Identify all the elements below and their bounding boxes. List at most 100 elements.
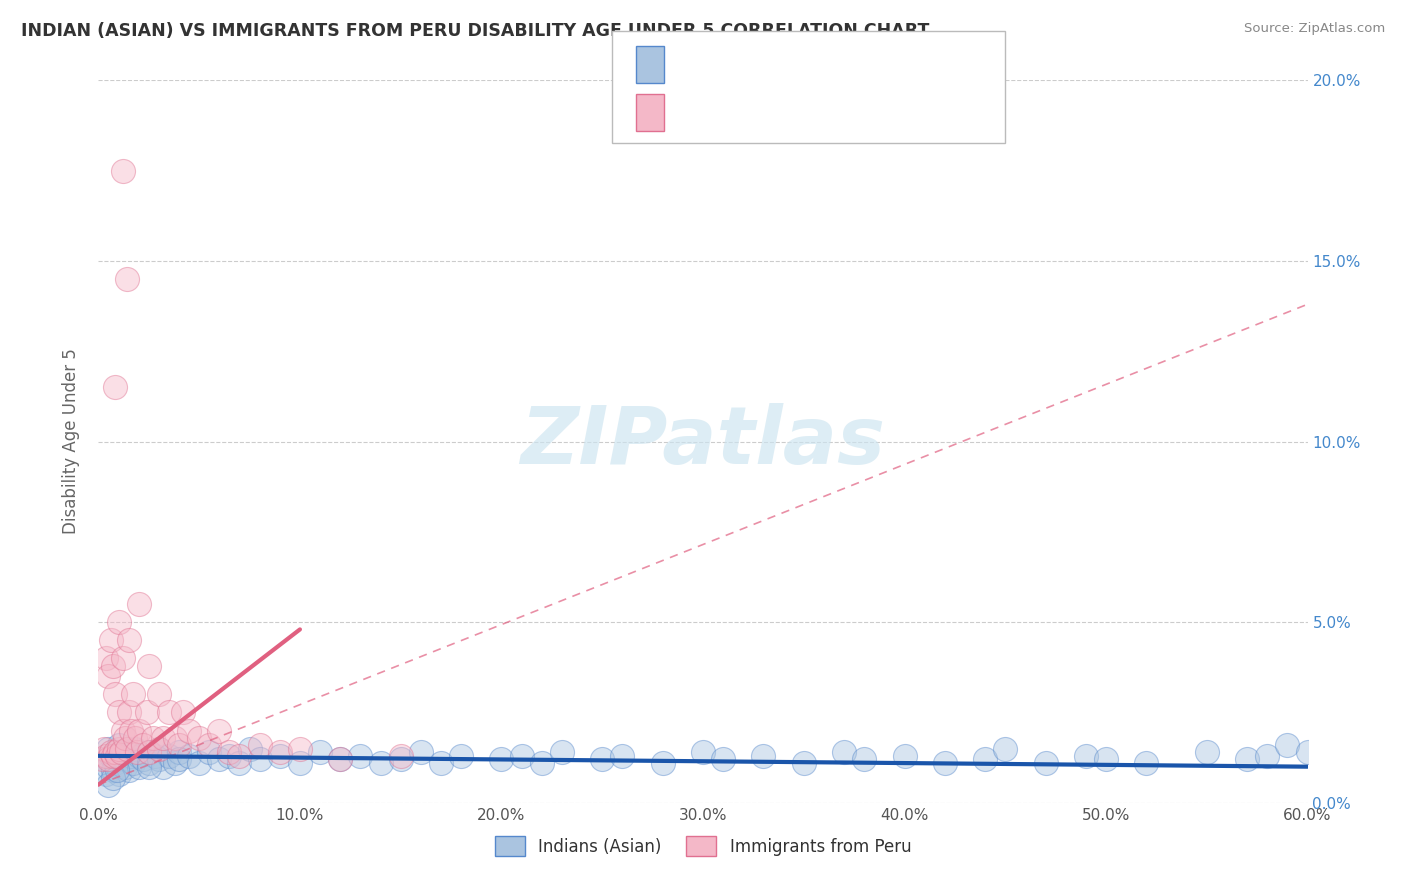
Point [1035,756,1057,770]
Point [249,752,271,766]
Point [510,748,533,763]
Point [100,745,122,759]
Point [100,633,122,648]
Point [208,752,231,766]
Point [239,741,262,756]
Point [188,731,211,745]
Text: ZIPatlas: ZIPatlas [520,402,886,481]
Point [389,752,412,766]
Point [105,745,128,759]
Point [107,767,129,781]
Point [100,748,122,763]
Point [288,756,311,770]
Point [157,706,180,720]
Point [832,745,855,759]
Point [1074,748,1097,763]
Point [107,752,129,766]
Point [349,748,371,763]
Point [96,767,118,781]
Point [450,748,472,763]
Point [111,748,134,763]
Text: -0.080: -0.080 [720,55,780,73]
Point [389,748,412,763]
Point [612,748,634,763]
Point [198,745,221,759]
Text: INDIAN (ASIAN) VS IMMIGRANTS FROM PERU DISABILITY AGE UNDER 5 CORRELATION CHART: INDIAN (ASIAN) VS IMMIGRANTS FROM PERU D… [21,22,929,40]
Point [111,723,134,738]
Point [107,615,129,630]
Point [148,741,170,756]
Point [138,760,160,774]
Point [409,745,432,759]
Text: N =: N = [797,55,858,73]
Point [97,778,120,792]
Point [148,752,170,766]
Legend: Indians (Asian), Immigrants from Peru: Indians (Asian), Immigrants from Peru [488,830,918,863]
Point [93,752,115,766]
Point [96,748,118,763]
Point [752,748,775,763]
Point [128,760,150,774]
Point [309,745,332,759]
Point [132,738,155,752]
Point [430,756,453,770]
Point [530,756,553,770]
Point [1256,748,1278,763]
Point [97,752,120,766]
Point [692,745,714,759]
Point [163,731,186,745]
Point [167,745,190,759]
Point [128,597,150,611]
Point [167,752,190,766]
Point [142,731,165,745]
Point [125,745,148,759]
Point [179,748,201,763]
Point [105,748,128,763]
Point [157,748,180,763]
Point [893,748,915,763]
Point [124,741,146,756]
Point [172,706,194,720]
Point [148,741,170,756]
Point [118,752,141,766]
Point [107,706,129,720]
Point [138,658,160,673]
Point [370,756,392,770]
Text: R =: R = [678,55,717,73]
Point [101,771,124,785]
Point [115,745,138,759]
Point [1195,745,1218,759]
Point [97,669,120,683]
Point [101,748,124,763]
Point [121,756,143,770]
Point [115,272,138,286]
Point [218,748,240,763]
Point [114,760,136,774]
Point [128,723,150,738]
Point [121,687,143,701]
Text: R =: R = [678,103,717,121]
Point [111,163,134,178]
Point [114,731,136,745]
Point [1277,738,1299,752]
Point [974,752,997,766]
Point [208,723,231,738]
Point [101,764,124,778]
Point [103,687,125,701]
Point [105,764,128,778]
Point [711,752,734,766]
Point [249,738,271,752]
Point [132,752,155,766]
Point [96,651,118,665]
Point [167,738,190,752]
Point [288,741,311,756]
Point [111,651,134,665]
Point [1236,752,1258,766]
Point [118,706,141,720]
Y-axis label: Disability Age Under 5: Disability Age Under 5 [62,349,80,534]
Point [97,741,120,756]
Point [93,741,115,756]
Text: N =: N = [797,103,858,121]
Point [118,764,141,778]
Point [218,745,240,759]
